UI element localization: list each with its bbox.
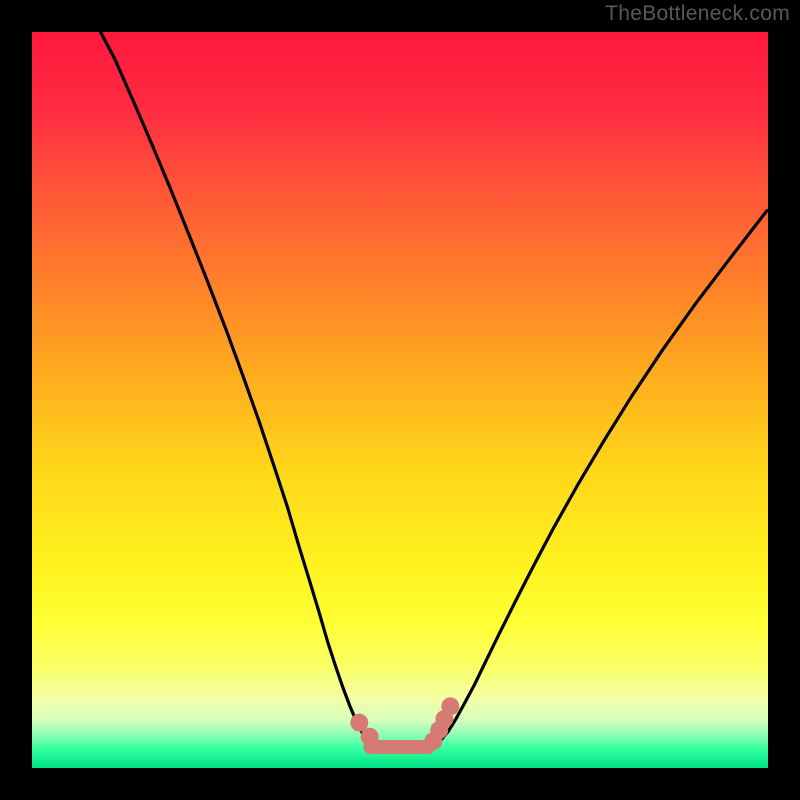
watermark-text: TheBottleneck.com <box>605 2 790 26</box>
plot-background <box>30 30 770 770</box>
chart-stage: TheBottleneck.com <box>0 0 800 800</box>
